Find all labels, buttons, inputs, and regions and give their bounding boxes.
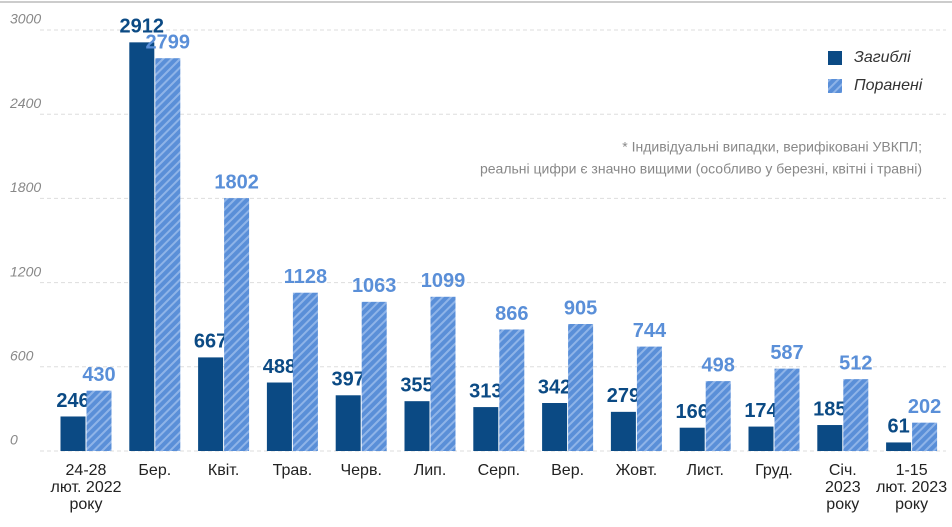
bar: [748, 426, 774, 451]
bar: [473, 407, 499, 451]
x-tick-label: Трав.: [272, 462, 313, 479]
value-label: 512: [839, 352, 872, 374]
bar: [499, 329, 525, 451]
x-tick-label: Жовт.: [615, 462, 658, 479]
x-tick-label: Квіт.: [207, 462, 240, 479]
bar: [610, 411, 636, 451]
y-tick-label: 3000: [10, 11, 41, 27]
value-label: 667: [194, 331, 227, 353]
value-label: 866: [495, 303, 528, 325]
bar: [86, 390, 112, 451]
bar: [292, 292, 318, 451]
value-label: 1063: [352, 275, 397, 297]
bar: [912, 422, 938, 451]
value-label: 279: [607, 385, 640, 407]
value-label: 313: [469, 380, 502, 402]
value-label: 744: [633, 320, 667, 342]
bar: [542, 403, 568, 451]
bar: [568, 323, 594, 451]
bar: [430, 296, 456, 451]
bar: [266, 382, 292, 451]
x-tick-label: Вер.: [551, 462, 585, 479]
value-label: 355: [400, 374, 433, 396]
bar: [129, 42, 155, 451]
x-tick-label: Січ. 2023 року: [825, 462, 861, 513]
value-label: 905: [564, 297, 597, 319]
bar: [636, 346, 662, 451]
value-label: 1099: [421, 270, 466, 292]
annotation: * Індивідуальні випадки, верифіковані УВ…: [622, 139, 922, 155]
value-label: 246: [56, 390, 89, 412]
bar: [774, 368, 800, 451]
bar: [843, 379, 869, 451]
legend-swatch: [828, 79, 842, 93]
value-label: 61: [887, 416, 909, 438]
value-label: 498: [702, 354, 735, 376]
value-label: 488: [263, 356, 296, 378]
value-label: 202: [908, 396, 941, 418]
value-label: 1802: [214, 171, 259, 193]
value-label: 2912: [120, 16, 165, 38]
bar: [155, 58, 181, 451]
bar: [679, 427, 705, 451]
x-tick-label: Черв.: [340, 462, 382, 479]
y-tick-label: 2400: [9, 95, 41, 111]
y-tick-label: 1800: [10, 179, 41, 195]
value-label: 2799: [146, 31, 191, 53]
x-tick-label: Бер.: [138, 462, 172, 479]
value-label: 1128: [284, 266, 327, 288]
bar: [404, 401, 430, 451]
x-tick-label: Серп.: [477, 462, 521, 479]
value-label: 587: [770, 342, 803, 364]
x-tick-label: 1-15 лют. 2023 року: [876, 462, 948, 513]
value-label: 397: [332, 369, 365, 391]
bar: [361, 301, 387, 451]
bar: [886, 442, 912, 451]
value-label: 185: [813, 398, 846, 420]
x-tick-label: Лип.: [413, 462, 447, 479]
value-label: 430: [82, 364, 115, 386]
legend-label: Загиблі: [854, 49, 911, 66]
bar: [198, 357, 224, 451]
x-tick-label: Лист.: [686, 462, 724, 479]
bar: [224, 198, 250, 451]
bar: [705, 381, 731, 451]
x-tick-label: Груд.: [755, 462, 793, 479]
value-label: 342: [538, 376, 571, 398]
bar: [817, 425, 843, 451]
y-tick-label: 1200: [10, 263, 41, 279]
value-label: 174: [744, 400, 778, 422]
bar: [335, 395, 361, 451]
x-tick-label: 24-28 лют. 2022 року: [50, 462, 122, 513]
y-tick-label: 0: [10, 432, 18, 448]
y-tick-label: 600: [10, 348, 34, 364]
legend-label: Поранені: [854, 77, 923, 94]
value-label: 166: [676, 401, 709, 423]
legend-swatch: [828, 51, 842, 65]
annotation: реальні цифри є значно вищими (особливо …: [480, 161, 922, 177]
bar: [60, 416, 86, 451]
